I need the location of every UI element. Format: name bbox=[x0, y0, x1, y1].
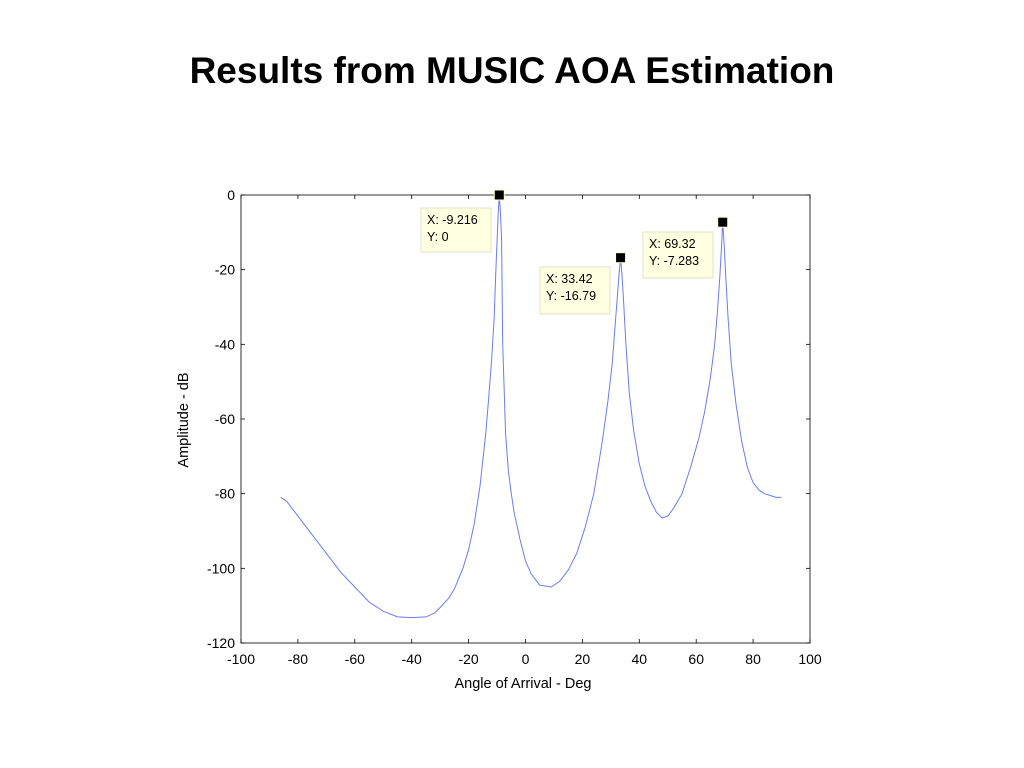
x-tick-label: 40 bbox=[632, 651, 648, 667]
y-tick-label: -60 bbox=[215, 411, 235, 427]
datatip-y-text: Y: 0 bbox=[427, 230, 449, 244]
datatip-x-text: X: 69.32 bbox=[649, 237, 696, 251]
datatip-x-text: X: 33.42 bbox=[546, 272, 593, 286]
datatip-y-text: Y: -16.79 bbox=[546, 289, 596, 303]
datatip[interactable]: X: -9.216 Y: 0 bbox=[420, 189, 505, 253]
x-tick-label: -80 bbox=[288, 651, 308, 667]
x-tick-label: -100 bbox=[227, 651, 255, 667]
y-tick-labels: 0 -20 -40 -60 -80 -100 -120 bbox=[207, 187, 235, 651]
datatip-marker[interactable] bbox=[615, 252, 627, 264]
x-axis-label: Angle of Arrival - Deg bbox=[454, 676, 591, 692]
series-layer bbox=[280, 194, 782, 619]
x-tick-label: 100 bbox=[798, 651, 822, 667]
x-tick-label: 60 bbox=[688, 651, 704, 667]
datatip-x-text: X: -9.216 bbox=[427, 213, 478, 227]
datatip-layer: X: -9.216 Y: 0 X: 33.42 Y: -16.79 X: 69.32 Y:… bbox=[420, 189, 729, 315]
y-tick-label: 0 bbox=[227, 187, 235, 203]
y-axis-label: Amplitude - dB bbox=[176, 372, 192, 467]
x-tick-label: 0 bbox=[522, 651, 530, 667]
datatip[interactable]: X: 33.42 Y: -16.79 bbox=[539, 252, 627, 315]
y-tick-label: -40 bbox=[215, 336, 235, 352]
y-tick-label: -80 bbox=[215, 486, 235, 502]
x-tick-label: -40 bbox=[402, 651, 422, 667]
series-line-0 bbox=[280, 194, 782, 619]
datatip[interactable]: X: 69.32 Y: -7.283 bbox=[642, 216, 729, 279]
y-tick-label: -100 bbox=[207, 560, 235, 576]
datatip-box bbox=[539, 266, 611, 315]
x-tick-labels: -100 -80 -60 -40 -20 0 20 40 60 80 100 bbox=[227, 651, 822, 667]
x-tick-label: 80 bbox=[745, 651, 761, 667]
x-tick-label: 20 bbox=[575, 651, 591, 667]
datatip-marker[interactable] bbox=[717, 216, 729, 228]
y-tick-label: -120 bbox=[207, 635, 235, 651]
datatip-y-text: Y: -7.283 bbox=[649, 254, 699, 268]
y-tick-label: -20 bbox=[215, 262, 235, 278]
datatip-box bbox=[642, 231, 714, 279]
x-tick-label: -60 bbox=[345, 651, 365, 667]
datatip-marker[interactable] bbox=[493, 189, 505, 201]
x-tick-label: -20 bbox=[458, 651, 478, 667]
slide-title: Results from MUSIC AOA Estimation bbox=[189, 50, 835, 91]
axis-ticks bbox=[240, 194, 811, 644]
datatip-box bbox=[420, 207, 492, 253]
